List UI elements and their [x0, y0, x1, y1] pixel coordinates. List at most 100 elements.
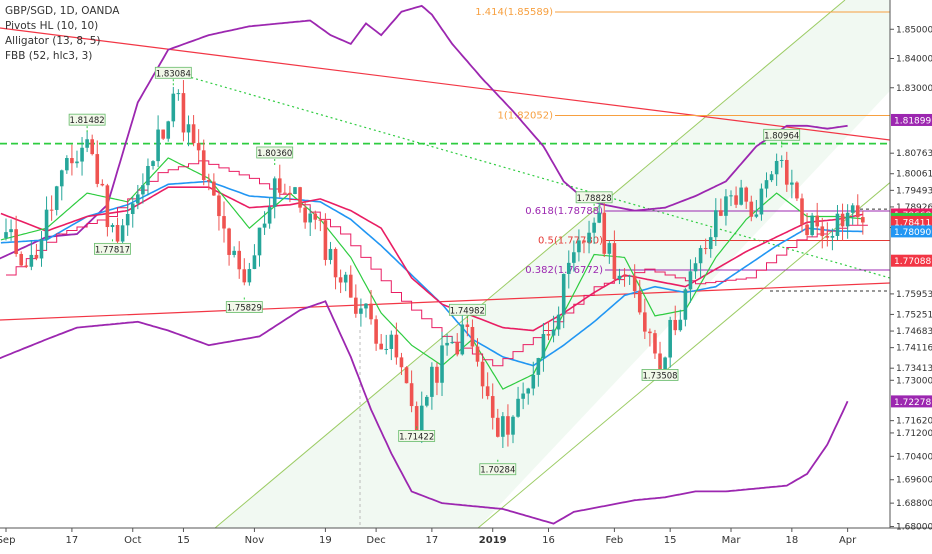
- candle: [754, 199, 759, 219]
- candle-body: [257, 227, 262, 256]
- candle-body: [14, 229, 18, 254]
- candle: [207, 173, 211, 191]
- candle-body: [384, 348, 389, 350]
- candle: [800, 193, 804, 233]
- price-tag-box: [891, 254, 932, 267]
- candle: [541, 322, 546, 372]
- candle-body: [637, 291, 642, 313]
- pivot-label-text: 1.73508: [642, 371, 677, 381]
- pivot-label-text: 1.83084: [156, 69, 191, 79]
- candle-body: [485, 386, 490, 397]
- chart-legend: GBP/SGD, 1D, OANDA Pivots HL (10, 10) Al…: [5, 4, 119, 64]
- candle-body: [425, 396, 429, 406]
- candle-body: [232, 250, 236, 255]
- candle: [191, 115, 196, 147]
- candle: [283, 183, 287, 194]
- candle-body: [85, 139, 89, 148]
- price-tick-label: 1.83000: [896, 84, 932, 94]
- price-tag: 1.78090: [891, 225, 932, 238]
- candle: [430, 362, 434, 410]
- price-tag-box: [891, 225, 932, 238]
- candle-body: [688, 271, 693, 290]
- candle-body: [125, 213, 130, 226]
- candle: [384, 334, 389, 355]
- candle-body: [222, 216, 226, 229]
- bollinger-lower-line: [0, 300, 849, 525]
- candle: [359, 298, 363, 327]
- candle: [136, 184, 140, 210]
- candle-body: [419, 405, 424, 435]
- price-tick-label: 1.75251: [896, 310, 932, 320]
- pivot-label: 1.77817: [94, 242, 131, 255]
- trendline-upper: [0, 27, 891, 141]
- candle-body: [855, 205, 860, 218]
- candle: [247, 262, 252, 286]
- candle: [369, 289, 373, 325]
- candle-body: [784, 159, 789, 185]
- candle-body: [683, 289, 688, 320]
- candle-body: [207, 179, 211, 182]
- candle-body: [673, 319, 678, 331]
- fib-level-label: 1(1.82052): [497, 110, 553, 121]
- candle-body: [592, 222, 596, 233]
- candle-body: [779, 159, 784, 161]
- candle: [70, 144, 74, 176]
- candle: [217, 192, 221, 231]
- candle-body: [566, 262, 571, 274]
- candle-body: [490, 396, 495, 418]
- candle: [333, 247, 338, 290]
- pivot-label-box: [575, 191, 613, 204]
- candle-body: [308, 213, 312, 223]
- legend-indicator-alligator[interactable]: Alligator (13, 8, 5): [5, 35, 101, 47]
- candle: [389, 330, 394, 361]
- candle: [272, 176, 277, 219]
- time-tick-label: Dec: [366, 535, 385, 546]
- candle: [648, 328, 652, 347]
- candle: [861, 210, 865, 235]
- candle: [708, 228, 713, 258]
- legend-interval: 1D: [59, 5, 75, 17]
- candle-body: [176, 93, 181, 95]
- candle: [318, 217, 323, 232]
- candle: [298, 186, 302, 213]
- candle: [607, 240, 612, 264]
- candle-body: [237, 250, 242, 270]
- price-tag-box: [891, 395, 932, 408]
- pivot-label-text: 1.70284: [480, 466, 515, 476]
- candle: [795, 181, 799, 202]
- candle-body: [343, 274, 348, 283]
- candle: [65, 155, 69, 174]
- candle: [9, 219, 13, 241]
- candle-body: [186, 124, 191, 133]
- candle-body: [262, 223, 267, 228]
- candle-body: [769, 174, 774, 181]
- pivot-label-box: [256, 146, 294, 159]
- candle-body: [24, 265, 29, 267]
- candle-body: [607, 243, 612, 254]
- bollinger-upper-line: [0, 4, 848, 260]
- candle-body: [191, 124, 196, 144]
- candle-body: [136, 194, 140, 204]
- candle-body: [582, 240, 586, 243]
- candle: [526, 387, 531, 405]
- pivot-label-text: 1.80964: [764, 131, 799, 141]
- candle-body: [648, 331, 652, 334]
- fib-level-label: 0.382(1.76772): [525, 265, 603, 276]
- legend-indicator-fbb[interactable]: FBB (52, hlc3, 3): [5, 50, 93, 62]
- price-tick-label: 1.68800: [896, 499, 932, 509]
- candle-body: [708, 237, 713, 250]
- candle-body: [495, 417, 500, 437]
- candle-body: [196, 143, 201, 151]
- price-tick-label: 1.84000: [896, 55, 932, 65]
- pivot-label-text: 1.71422: [399, 432, 434, 442]
- candle: [110, 223, 115, 233]
- candle: [495, 408, 500, 438]
- legend-indicator-pivots[interactable]: Pivots HL (10, 10): [5, 20, 99, 32]
- legend-title[interactable]: GBP/SGD, 1D, OANDA: [5, 5, 120, 17]
- candle-body: [597, 212, 601, 223]
- price-tag-label: 1.78411: [894, 218, 931, 228]
- price-tick-label: 1.71200: [896, 429, 932, 439]
- price-axis-bg: [890, 0, 932, 550]
